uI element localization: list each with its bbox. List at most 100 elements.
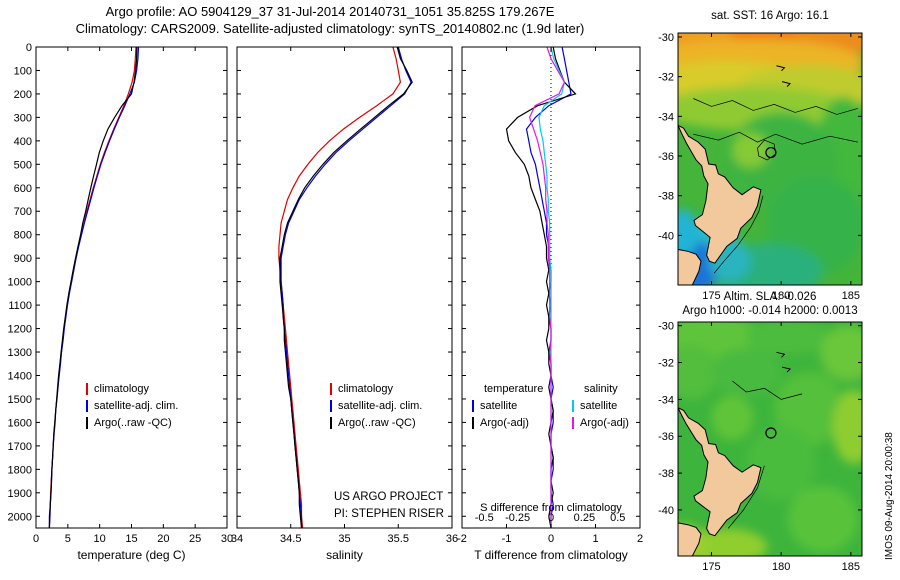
temperature-profile-plot-series-1 <box>48 47 140 528</box>
current-arrow-icon <box>781 366 792 373</box>
depth-tick-label: 100 <box>14 65 32 77</box>
map-y-tick-label: -30 <box>658 321 674 333</box>
xlabel-s-difference: S difference from climatology <box>480 502 622 514</box>
x-tick-label: 30 <box>221 533 233 545</box>
x-tick-label: 35 <box>338 533 350 545</box>
sla-map-title-line2: Argo h1000: -0.014 h2000: 0.0013 <box>682 305 858 317</box>
legend-label: climatology <box>94 382 150 395</box>
difference-legend-salinity: salinity satellite Argo(-adj) <box>572 380 629 431</box>
depth-tick-label: 200 <box>14 89 32 101</box>
depth-tick-label: 900 <box>14 253 32 265</box>
sla-map: 175 180 185 -30 -32 -34 -36 -38 -40 <box>658 321 863 573</box>
map-y-tick-label: -34 <box>658 111 674 123</box>
depth-tick-label: 1800 <box>8 464 32 476</box>
x-tick-label: 35.5 <box>388 533 409 545</box>
legend-label: Argo(-adj) <box>480 416 529 429</box>
depth-tick-label: 700 <box>14 206 32 218</box>
difference-profile-plot-series-0 <box>525 47 572 528</box>
x-tick-label: 34 <box>231 533 243 545</box>
xlabel-temperature: temperature (deg C) <box>77 548 186 562</box>
s-tick-label: 0.25 <box>574 512 595 524</box>
map-y-tick-label: -32 <box>658 358 674 370</box>
difference-profile-plot-series-3 <box>528 47 566 528</box>
sst-map-title: sat. SST: 16 Argo: 16.1 <box>711 10 829 22</box>
legend-label: satellite <box>480 399 518 412</box>
sla-map-box <box>677 321 863 557</box>
satellite-clim-line-swatch <box>86 399 88 412</box>
s-tick-label: 0.5 <box>610 512 625 524</box>
map-x-tick-label: 180 <box>772 561 790 573</box>
imos-watermark: IMOS 09-Aug-2014 20:00:38 <box>884 432 895 560</box>
project-annotation-line1: US ARGO PROJECT <box>334 491 444 503</box>
argo-t-line-swatch <box>472 416 474 429</box>
figure-title-line1: Argo profile: AO 5904129_37 31-Jul-2014 … <box>105 4 555 19</box>
depth-tick-label: 600 <box>14 183 32 195</box>
depth-tick-label: 300 <box>14 112 32 124</box>
legend-item-argo: Argo(..raw -QC) <box>330 414 422 431</box>
salinity-profile-plot-axes-box <box>236 46 453 529</box>
s-tick-label: 0 <box>548 512 554 524</box>
legend-label: satellite-adj. clim. <box>338 399 423 412</box>
depth-tick-label: 1200 <box>8 324 32 336</box>
argo-s-line-swatch <box>572 416 574 429</box>
map-x-tick-label: 185 <box>842 561 860 573</box>
satellite-t-line-swatch <box>472 399 474 412</box>
sla-map-south-island <box>678 522 702 556</box>
figure-title-line2: Climatology: CARS2009. Satellite-adjuste… <box>75 21 585 36</box>
legend-label: climatology <box>338 382 394 395</box>
legend-item-argo: Argo(..raw -QC) <box>86 414 178 431</box>
depth-tick-label: 500 <box>14 159 32 171</box>
legend-label: satellite <box>580 399 618 412</box>
difference-profile-plot-series-1 <box>505 47 577 528</box>
map-x-tick-label: 185 <box>842 290 860 302</box>
x-tick-label: 36 <box>446 533 458 545</box>
sla-map-float-marker <box>765 427 777 439</box>
temperature-profile-plot: 0 5 10 15 20 25 300100200300400500600700800900… <box>8 42 234 545</box>
salinity-profile-plot-series-2 <box>279 47 413 528</box>
depth-tick-label: 1700 <box>8 441 32 453</box>
map-y-tick-label: -36 <box>658 151 674 163</box>
legend-label: Argo(-adj) <box>580 416 629 429</box>
sst-map-contour <box>713 195 764 274</box>
sst-map: 175 180 185 -30 -32 -34 -36 -38 -40 <box>658 32 863 302</box>
map-y-tick-label: -40 <box>658 230 674 242</box>
salinity-legend: climatology satellite-adj. clim. Argo(..… <box>330 380 422 431</box>
map-x-tick-label: 175 <box>702 561 720 573</box>
legend-label: satellite-adj. clim. <box>94 399 179 412</box>
sst-map-float-marker <box>765 146 777 159</box>
argo-line-swatch <box>330 416 332 429</box>
depth-tick-label: 1500 <box>8 394 32 406</box>
sla-map-north-island <box>678 407 762 537</box>
salinity-profile-plot: 34 34.5 35 35.5 36 <box>231 46 458 545</box>
legend-item-climatology: climatology <box>330 380 422 397</box>
map-y-tick-label: -30 <box>658 32 674 44</box>
temperature-profile-plot-series-2 <box>48 47 138 528</box>
x-tick-label: 0 <box>33 533 39 545</box>
x-tick-label: 20 <box>157 533 169 545</box>
salinity-profile-plot-series-1 <box>280 47 412 528</box>
salinity-profile-plot-series-0 <box>278 47 402 528</box>
project-annotation-line2: PI: STEPHEN RISER <box>334 508 444 520</box>
sla-map-title-line1: Altim. SLA: -0.026 <box>723 291 817 303</box>
depth-tick-label: 400 <box>14 136 32 148</box>
x-tick-label: 2 <box>637 533 643 545</box>
legend-item-climatology: climatology <box>86 380 178 397</box>
argo-line-swatch <box>86 416 88 429</box>
depth-tick-label: 1100 <box>8 300 32 312</box>
climatology-line-swatch <box>86 382 88 395</box>
legend-label: Argo(..raw -QC) <box>94 416 172 429</box>
depth-tick-label: 1000 <box>8 277 32 289</box>
depth-tick-label: 1600 <box>8 417 32 429</box>
x-tick-label: 0 <box>548 533 554 545</box>
difference-profile-plot: -2 -1 0 1 2 -0.5 -0.25 0 0.25 0.5 <box>457 46 643 545</box>
sst-map-north-island <box>678 124 762 264</box>
sst-map-contour <box>693 131 858 145</box>
sst-map-box <box>677 32 863 286</box>
sst-map-contour <box>693 98 858 115</box>
xlabel-salinity: salinity <box>326 548 363 562</box>
map-x-tick-label: 180 <box>772 290 790 302</box>
legend-item-satellite-clim: satellite-adj. clim. <box>86 397 178 414</box>
depth-tick-label: 1300 <box>8 347 32 359</box>
sla-map-contour <box>732 380 803 400</box>
